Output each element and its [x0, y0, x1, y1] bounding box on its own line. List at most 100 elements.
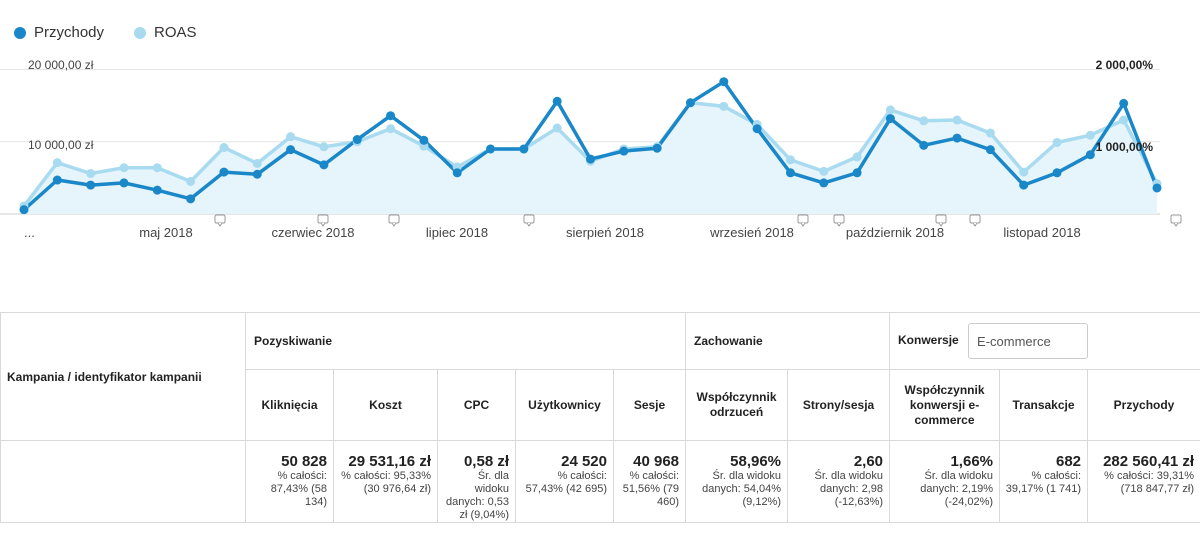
data-point-roas: [86, 169, 96, 179]
column-header-7[interactable]: Współczynnik konwersji e-commerce: [889, 369, 1001, 441]
data-point-roas: [919, 116, 929, 126]
data-point-przychody: [1019, 180, 1029, 190]
data-point-roas: [1085, 130, 1095, 140]
total-value: 2,60: [853, 453, 884, 470]
chart-legend: Przychody ROAS: [14, 24, 197, 41]
group-behavior: Zachowanie: [694, 334, 763, 348]
annotation-icon[interactable]: [214, 214, 226, 227]
x-axis-month-label: lipiec 2018: [426, 225, 488, 240]
data-point-roas: [186, 176, 196, 186]
total-value: 40 968: [633, 453, 680, 470]
column-header-0[interactable]: Kliknięcia: [245, 369, 334, 441]
annotation-icon-tail: [217, 222, 223, 227]
legend-item-przychody[interactable]: Przychody: [14, 24, 104, 41]
totals-campaign-cell: [0, 440, 246, 523]
total-subtext: Śr. dla widoku danych: 2,98 (-12,63%): [814, 470, 884, 508]
x-axis-month-label: sierpień 2018: [566, 225, 644, 240]
data-point-roas: [819, 166, 829, 176]
data-point-przychody: [1152, 183, 1162, 193]
x-axis-month-label: czerwiec 2018: [271, 225, 354, 240]
total-subtext: % całości: 39,17% (1 741): [1005, 470, 1082, 495]
column-header-8[interactable]: Transakcje: [999, 369, 1089, 441]
annotation-icon[interactable]: [969, 214, 981, 227]
data-point-przychody: [452, 168, 462, 178]
data-point-przychody: [719, 77, 729, 87]
annotation-icon[interactable]: [1170, 214, 1182, 227]
annotation-icon[interactable]: [935, 214, 947, 227]
group-acquisition: Pozyskiwanie: [254, 334, 333, 348]
total-value: 24 520: [561, 453, 607, 470]
total-subtext: % całości: 51,56% (79 460): [622, 470, 680, 508]
total-subtext: % całości: 39,31% (718 847,77 zł): [1104, 470, 1195, 495]
data-point-przychody: [119, 178, 129, 188]
data-point-przychody: [919, 140, 929, 150]
data-point-przychody: [1085, 150, 1095, 160]
annotation-icon[interactable]: [797, 214, 809, 227]
annotation-icon-body: [935, 214, 947, 224]
annotation-icon-body: [797, 214, 809, 224]
data-point-roas: [252, 158, 262, 168]
total-subtext: % całości: 57,43% (42 695): [525, 470, 607, 495]
data-point-przychody: [152, 185, 162, 195]
total-subtext: % całości: 95,33% (30 976,64 zł): [341, 470, 431, 495]
line-chart: 20 000,00 zł 10 000,00 zł 2 000,00% 1 000,0…: [0, 58, 1182, 240]
data-point-przychody: [52, 175, 62, 185]
total-subtext: Śr. dla widoku danych: 0,53 zł (9,04%): [446, 470, 509, 521]
conversions-select[interactable]: E-commerce: [968, 323, 1089, 359]
area-roas: [24, 102, 1157, 214]
x-axis-month-label: maj 2018: [139, 225, 192, 240]
annotation-icon-tail: [836, 222, 842, 227]
column-header-6[interactable]: Strony/sesja: [787, 369, 891, 441]
data-point-przychody: [586, 154, 595, 164]
legend-label-roas: ROAS: [154, 24, 197, 41]
total-cell: 50 828% całości: 87,43% (58 134): [245, 440, 334, 523]
data-point-przychody: [619, 146, 629, 156]
data-point-roas: [52, 158, 62, 168]
legend-dot-roas: [134, 26, 147, 39]
data-point-przychody: [552, 96, 562, 106]
total-value: 682: [1055, 453, 1082, 470]
data-point-roas: [952, 115, 962, 125]
data-point-przychody: [1119, 98, 1129, 108]
data-point-przychody: [685, 98, 695, 108]
column-header-1[interactable]: Koszt: [333, 369, 438, 441]
column-header-2[interactable]: CPC: [437, 369, 516, 441]
campaign-column-header[interactable]: Kampania / identyfikator kampanii: [0, 312, 246, 441]
total-value: 1,66%: [950, 453, 994, 470]
total-value: 58,96%: [730, 453, 782, 470]
data-point-przychody: [352, 135, 362, 145]
legend-item-roas[interactable]: ROAS: [134, 24, 197, 41]
total-subtext: Śr. dla widoku danych: 54,04% (9,12%): [702, 470, 782, 508]
column-header-row: Kliknięcia Koszt CPC Użytkownicy Sesje Współc…: [1, 369, 1200, 441]
column-header-4[interactable]: Sesje: [612, 369, 687, 441]
data-point-przychody: [286, 145, 296, 155]
annotation-icon[interactable]: [317, 214, 329, 227]
totals-row: 50 828% całości: 87,43% (58 134) 29 531,1…: [0, 440, 1200, 523]
data-point-przychody: [86, 180, 96, 190]
data-point-roas: [552, 123, 562, 133]
annotation-icon[interactable]: [523, 214, 535, 227]
annotation-icon[interactable]: [388, 214, 400, 227]
annotation-icon-body: [833, 214, 845, 224]
total-value: 0,58 zł: [463, 453, 509, 470]
y-axis-right-label: 1 000,00%: [1096, 140, 1154, 154]
annotation-icon-body: [969, 214, 981, 224]
data-point-przychody: [985, 145, 995, 155]
total-subtext: Śr. dla widoku danych: 2,19% (-24,02%): [920, 470, 994, 508]
data-point-roas: [985, 128, 995, 138]
data-point-roas: [386, 124, 396, 134]
annotation-icon[interactable]: [833, 214, 845, 227]
annotation-icon-body: [388, 214, 400, 224]
column-header-5[interactable]: Współczynnik odrzuceń: [685, 369, 789, 441]
annotation-icon-body: [214, 214, 226, 224]
column-header-9[interactable]: Przychody: [1087, 369, 1200, 441]
column-header-3[interactable]: Użytkownicy: [515, 369, 614, 441]
data-point-przychody: [1052, 168, 1062, 178]
data-point-roas: [319, 142, 329, 152]
y-axis-left-label: 20 000,00 zł: [28, 58, 94, 72]
data-point-przychody: [19, 205, 29, 215]
data-point-roas: [1052, 137, 1062, 147]
x-axis-month-label: październik 2018: [846, 225, 944, 240]
data-point-przychody: [486, 144, 496, 154]
data-point-przychody: [319, 160, 329, 170]
